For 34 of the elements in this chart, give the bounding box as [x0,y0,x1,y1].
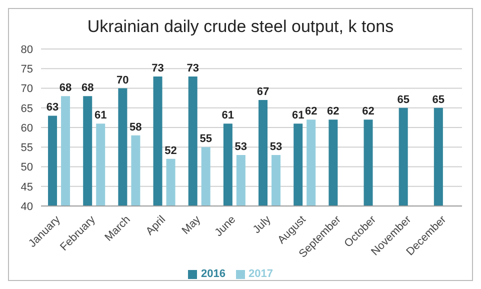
y-tick-label: 65 [20,102,33,115]
y-tick-label: 55 [20,142,33,154]
data-label: 61 [292,110,304,122]
y-tick-label: 75 [20,64,33,76]
data-label: 68 [81,82,94,94]
data-label: 58 [130,121,142,134]
y-tick-label: 45 [20,181,33,194]
y-tick-label: 40 [20,200,33,213]
y-tick-label: 60 [20,122,33,134]
chart-title: Ukrainian daily crude steel output, k tons [86,16,395,38]
data-label: 73 [152,62,164,74]
data-label: 68 [59,82,72,94]
legend-label: 2017 [248,268,273,280]
data-label: 62 [327,106,340,118]
data-label: 65 [432,94,445,106]
data-label: 61 [222,110,234,122]
data-label: 53 [234,140,248,153]
y-tick-label: 50 [20,162,33,174]
data-label: 62 [362,106,374,118]
y-tick-label: 80 [20,44,33,56]
data-label: 65 [397,94,410,106]
data-label: 53 [270,140,282,153]
x-tick-label: May [180,213,204,237]
data-label: 52 [164,144,177,157]
data-label: 73 [186,62,199,74]
data-label: 70 [116,74,129,86]
data-label: 62 [304,106,318,118]
data-label: 61 [94,110,107,122]
data-label: 55 [200,133,212,146]
data-label: 67 [256,86,270,98]
legend-label: 2016 [201,268,226,280]
y-tick-label: 70 [20,83,33,96]
data-label: 63 [46,102,59,114]
x-tick-label: July [250,213,274,236]
